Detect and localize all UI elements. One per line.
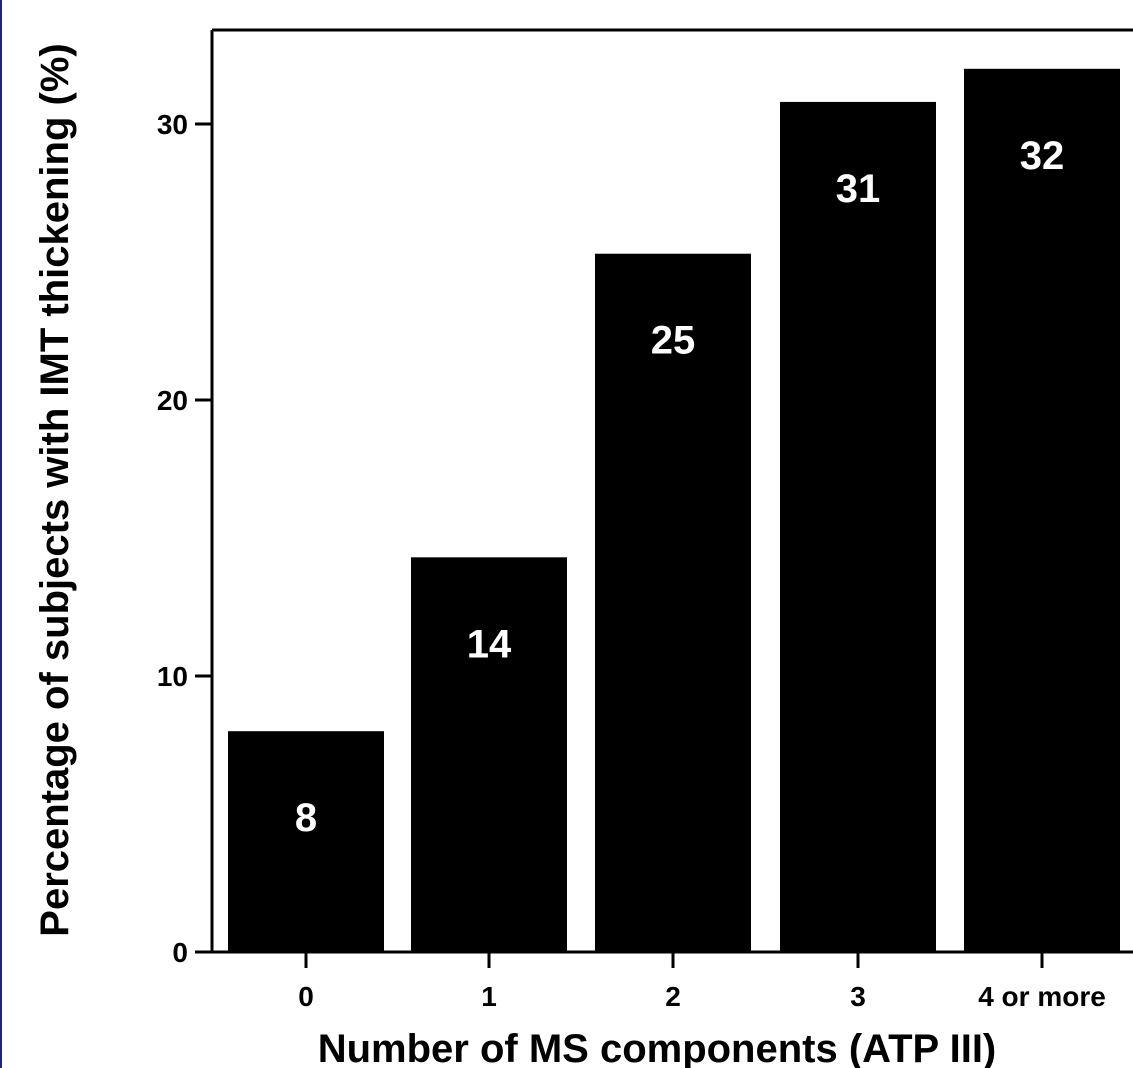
y-ticks: 0 10 20 30 <box>157 109 212 968</box>
y-axis-title: Percentage of subjects with IMT thickeni… <box>33 43 77 936</box>
x-tick-label-4: 4 or more <box>978 981 1106 1012</box>
bar-value-label-2: 25 <box>651 319 696 363</box>
bar-4 <box>964 68 1120 953</box>
x-ticks: 0 1 2 3 4 or more <box>298 952 1106 1012</box>
axes <box>195 28 1133 954</box>
y-tick-label-3: 30 <box>157 109 188 140</box>
bar-1 <box>411 557 567 952</box>
bars: 8 14 25 31 32 <box>228 68 1120 953</box>
bar-value-label-0: 8 <box>295 796 317 840</box>
x-tick-label-3: 3 <box>850 981 866 1012</box>
y-tick-label-1: 10 <box>157 661 188 692</box>
x-tick-label-2: 2 <box>665 981 681 1012</box>
bar-0 <box>228 731 384 952</box>
bar-value-label-1: 14 <box>467 622 512 666</box>
bar-2 <box>595 253 751 953</box>
bar-value-label-4: 32 <box>1020 134 1065 178</box>
x-tick-label-1: 1 <box>481 981 497 1012</box>
x-tick-label-0: 0 <box>298 981 314 1012</box>
x-axis-title: Number of MS components (ATP III) <box>318 1027 997 1068</box>
y-tick-label-2: 20 <box>157 385 188 416</box>
bar-3 <box>780 101 936 953</box>
y-tick-label-0: 0 <box>172 937 188 968</box>
bar-value-label-3: 31 <box>836 167 881 211</box>
